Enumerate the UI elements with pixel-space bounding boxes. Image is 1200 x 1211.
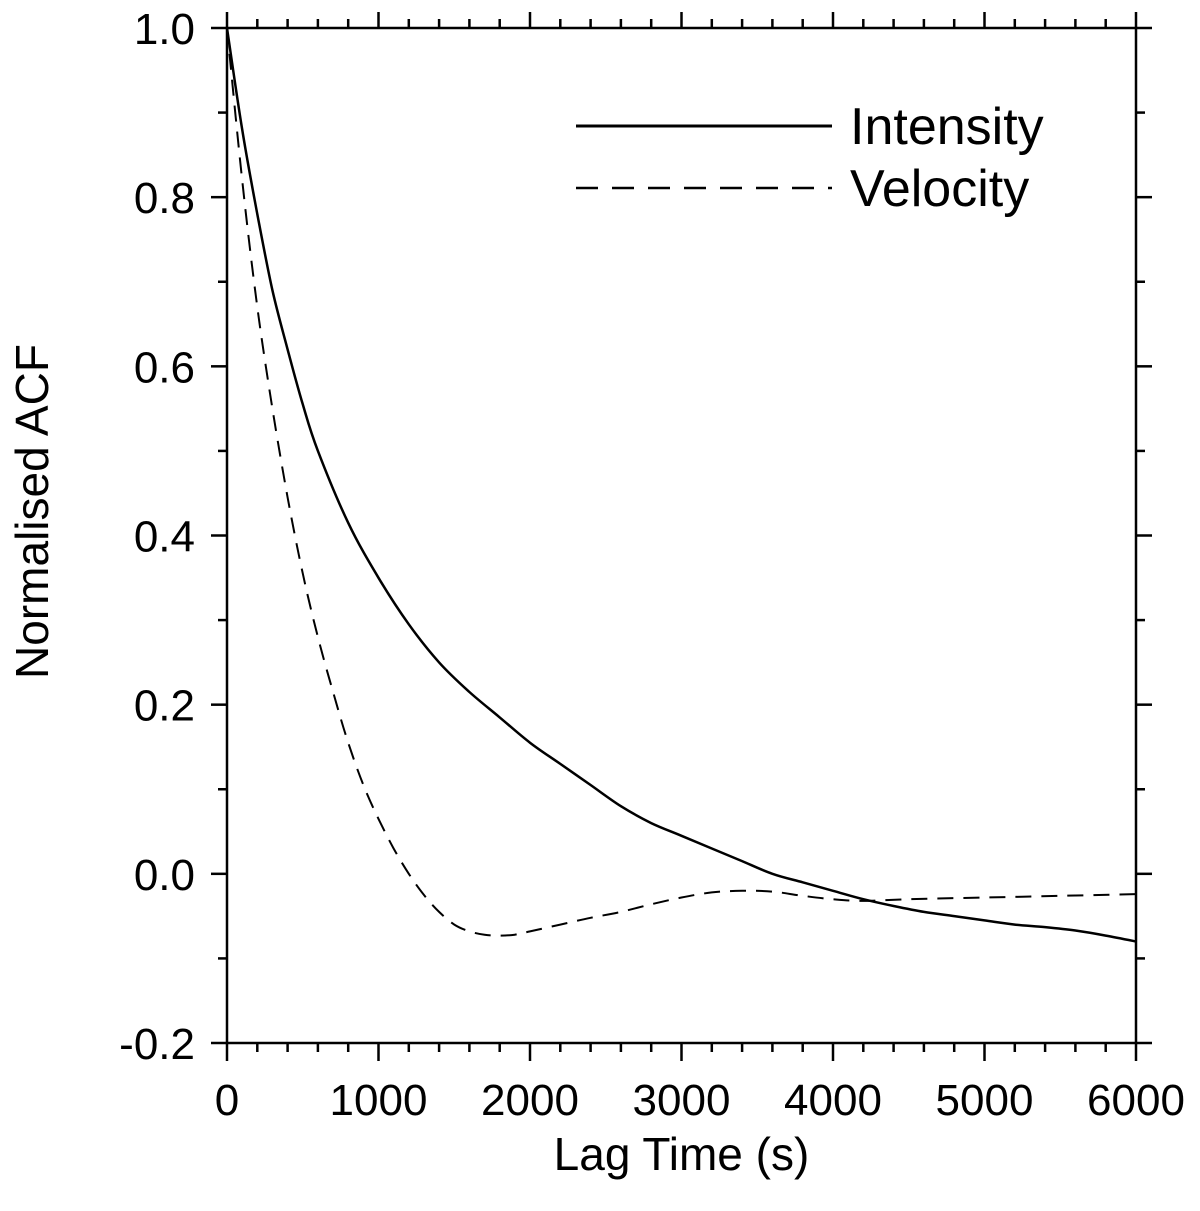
- x-tick-label: 1000: [330, 1076, 428, 1125]
- plot-frame: [225, 26, 1138, 1045]
- series-layer: [225, 27, 1137, 943]
- legend: Intensity Velocity: [576, 98, 1044, 218]
- x-tick-label: 5000: [936, 1076, 1034, 1125]
- x-tick-label: 3000: [633, 1076, 731, 1125]
- y-tick-label: 0.4: [134, 513, 195, 562]
- y-tick-label: 0.6: [134, 343, 195, 392]
- series-line-velocity: [226, 27, 1137, 937]
- legend-label-velocity: Velocity: [850, 160, 1029, 218]
- legend-label-intensity: Intensity: [850, 98, 1044, 156]
- x-tick-label: 2000: [481, 1076, 579, 1125]
- y-tick-label: 0.8: [134, 174, 195, 223]
- y-tick-label: 0.2: [134, 682, 195, 731]
- axis-ticks: [211, 12, 1152, 1061]
- x-tick-label: 0: [215, 1076, 239, 1125]
- y-tick-label: -0.2: [119, 1020, 195, 1069]
- y-tick-label: 1.0: [134, 5, 195, 54]
- series-line-intensity: [225, 27, 1137, 943]
- tick-labels: 0 1000 2000 3000 4000 5000 6000 -0.2 0.0 0.2 0.4 0.…: [119, 5, 1185, 1125]
- y-axis-title: Normalised ACF: [6, 344, 58, 679]
- x-tick-label: 6000: [1087, 1076, 1185, 1125]
- y-tick-label: 0.0: [134, 851, 195, 900]
- x-axis-title: Lag Time (s): [554, 1128, 810, 1180]
- x-tick-label: 4000: [784, 1076, 882, 1125]
